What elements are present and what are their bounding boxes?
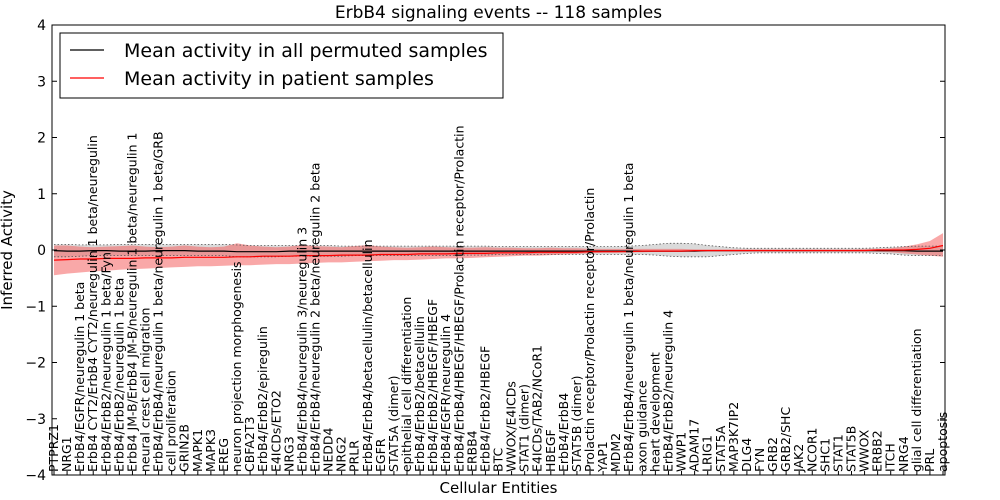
entity-label: ErbB4/ErbB4/betacellulin/betacellulin (360, 239, 375, 472)
entity-label: axon guidance (634, 380, 649, 472)
entity-label: ErbB4/ErbB2/neuregulin 1 beta (111, 278, 126, 472)
entity-label: ErbB4/ErbB4/neuregulin 1 beta/neuregulin… (621, 163, 636, 472)
entity-label: ErbB4/ErbB2/HBEGF/HBEGF (425, 299, 440, 472)
chart-title: ErbB4 signaling events -- 118 samples (335, 3, 662, 23)
entity-label: epithelial cell differentiation (399, 297, 414, 472)
entity-label: WWOX/E4ICDs (504, 381, 519, 472)
entity-label: ErbB4/ErbB2/HBEGF (477, 346, 492, 472)
entity-label: WWP1 (674, 432, 689, 472)
entity-label: FYN (752, 448, 767, 472)
entity-label: SHC1 (817, 438, 832, 472)
entity-label: neural crest cell migration (138, 308, 153, 472)
entity-label: PRLR (347, 440, 362, 472)
entity-label: STAT5A (713, 425, 728, 472)
legend-box (59, 32, 504, 99)
entity-label: Prolactin receptor/Prolactin receptor/Pr… (582, 188, 597, 472)
y-tick-label: −4 (25, 468, 46, 484)
entity-label: CBFA2T3 (242, 417, 257, 472)
y-tick-label: −3 (25, 412, 46, 428)
y-tick-label: 2 (37, 131, 46, 147)
entity-label: JAK2 (791, 444, 806, 473)
entity-label: E4ICDs/TAB2/NCoR1 (530, 345, 545, 472)
entity-label: ErbB4/ErbB4/HBEGF/HBEGF/Prolactin recept… (451, 125, 466, 472)
entity-label: STAT5B (dimer) (569, 375, 584, 471)
entity-label: MAPK1 (190, 429, 205, 472)
entity-label: GRIN2B (177, 424, 192, 472)
y-axis: −4 −3 −2 −1 0 1 2 3 4 (25, 18, 945, 484)
entity-label: apoptosis (935, 412, 950, 472)
entity-label: WWOX (857, 429, 872, 472)
entity-label: STAT1 (dimer) (517, 384, 532, 472)
entity-label: NRG3 (281, 436, 296, 472)
entity-label: ERBB2 (870, 430, 885, 472)
entity-label: ErbB4/ErbB2/neuregulin 4 (661, 310, 676, 472)
legend-label-permuted: Mean activity in all permuted samples (124, 40, 487, 62)
entity-label: NRG2 (334, 436, 349, 472)
y-axis-title: Inferred Activity (0, 190, 16, 310)
entity-label: ErbB4/ErbB4/neuregulin 1 beta/neuregulin… (151, 131, 166, 472)
entity-label: heart development (647, 352, 662, 472)
entity-label: PTPRZ1 (46, 424, 61, 472)
entity-label: ErbB4/EGFR/neuregulin 4 (438, 314, 453, 472)
entity-label: DLG4 (739, 438, 754, 472)
entity-label: NEDD4 (321, 427, 336, 471)
entity-label: ERBB4 (464, 430, 479, 472)
patient-mean-line (53, 244, 944, 261)
y-tick-label: −1 (25, 299, 46, 315)
legend: Mean activity in all permuted samples Me… (59, 32, 504, 99)
entity-label: ErbB4/ErbB4/neuregulin 2 beta/neuregulin… (308, 163, 323, 472)
entity-label: GRB2 (765, 437, 780, 472)
legend-label-patient: Mean activity in patient samples (124, 68, 434, 90)
entity-label: ErbB4/ErbB2/epiregulin (255, 326, 270, 472)
entity-label: LRIG1 (700, 435, 715, 472)
y-tick-label: 3 (37, 74, 46, 90)
entity-label: ErbB4/EGFR/neuregulin 1 beta (72, 282, 87, 472)
entity-label: NRG4 (896, 436, 911, 472)
entity-label: E4ICDs/ETO2 (268, 390, 283, 472)
entity-label: EGFR (373, 438, 388, 472)
entity-label: ErbB4/ErbB2/betacellulin (412, 316, 427, 472)
entity-label: MAP3K7IP2 (726, 402, 741, 472)
entity-label: neuron projection morphogenesis (229, 261, 244, 472)
entity-label: YAP1 (595, 441, 610, 473)
entity-label: BTC (491, 448, 506, 472)
y-tick-label: 4 (37, 18, 46, 34)
x-axis-title: Cellular Entities (440, 479, 558, 497)
plot-frame (51, 24, 946, 476)
series-lines (53, 242, 944, 261)
entity-label: MDM2 (608, 433, 623, 472)
permuted-band-lower-edge (54, 252, 943, 258)
entity-label: ErbB4 JM-B/ErbB4 JM-B/neuregulin 1 beta/… (124, 133, 139, 472)
y-tick-label: 0 (37, 243, 46, 259)
entity-label: ITCH (883, 443, 898, 472)
permuted-band-upper-edge (54, 242, 943, 249)
y-tick-label: 1 (37, 187, 46, 203)
entity-label: EREG (216, 438, 231, 472)
entity-label: STAT1 (830, 434, 845, 472)
entity-label: ErbB4/ErbB4 (556, 393, 571, 472)
entity-label: ADAM17 (687, 419, 702, 472)
entity-label: ErbB4 CYT2/ErbB4 CYT2/neuregulin 1 beta/… (85, 135, 100, 472)
entity-label: NCOR1 (804, 427, 819, 472)
entity-label: cell proliferation (164, 370, 179, 472)
entity-label: glial cell differentiation (909, 328, 924, 472)
entity-label: ErbB4/ErbB4/neuregulin 3/neuregulin 3 (294, 227, 309, 472)
y-tick-label: −2 (25, 356, 46, 372)
entity-label: MAPK3 (203, 429, 218, 472)
entity-label: STAT5A (dimer) (386, 376, 401, 472)
entity-label: ErbB4/ErbB2/neuregulin 1 beta/Fyn (98, 252, 113, 472)
entity-label: STAT5B (844, 426, 859, 472)
entity-label: HBEGF (543, 429, 558, 472)
entity-label: GRB2/SHC (778, 407, 793, 472)
entity-label: NRG1 (59, 436, 74, 472)
entity-label: PRL (922, 449, 937, 472)
